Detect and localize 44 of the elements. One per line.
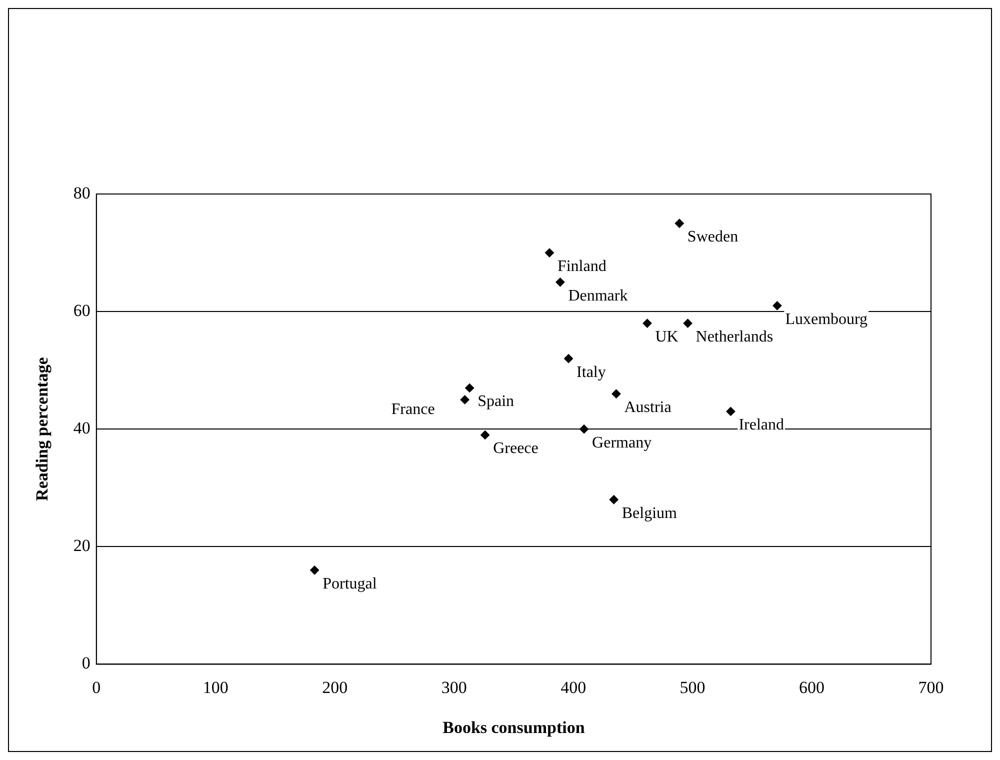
x-tick-label: 400 [560,678,586,697]
point [642,318,652,328]
point [310,566,320,575]
x-tick-label: 200 [322,678,348,697]
annotation: France [391,400,435,418]
point [580,424,589,434]
annotation: Netherlands [696,328,774,346]
x-tick-label: 500 [680,678,706,697]
annotation: Greece [493,440,538,458]
annotation: Denmark [568,287,628,304]
annotation: Italy [576,364,606,381]
annotation: Belgium [622,504,678,522]
point [544,248,554,258]
y-tick-label: 20 [73,536,90,556]
y-tick-label: 0 [82,654,90,673]
annotation: Ireland [738,416,784,434]
point [460,395,470,404]
annotation: Germany [592,434,652,452]
x-tick-label: 100 [202,678,228,697]
annotation: Luxembourg [785,310,868,328]
y-axis-title: Reading percentage [32,356,52,501]
point [674,218,684,228]
x-tick-label: 300 [441,678,467,697]
annotation: Sweden [687,228,738,246]
point [612,389,621,398]
annotation: Spain [478,393,514,410]
point [772,301,782,310]
annotation: Portugal [322,575,378,592]
y-tick-label: 60 [73,301,90,320]
y-tick-label: 80 [73,183,90,202]
point [683,318,692,328]
point [465,383,474,392]
point [726,406,736,416]
point [609,495,618,504]
annotation: Austria [624,399,672,416]
annotation: UK [655,328,679,346]
x-tick-label: 600 [799,678,825,697]
point [556,278,565,287]
annotation: Finland [557,258,606,275]
x-axis-title: Books consumption [442,718,586,738]
point [480,430,490,440]
x-tick-label: 700 [918,678,944,697]
y-tick-label: 40 [73,418,90,438]
point [564,354,574,364]
